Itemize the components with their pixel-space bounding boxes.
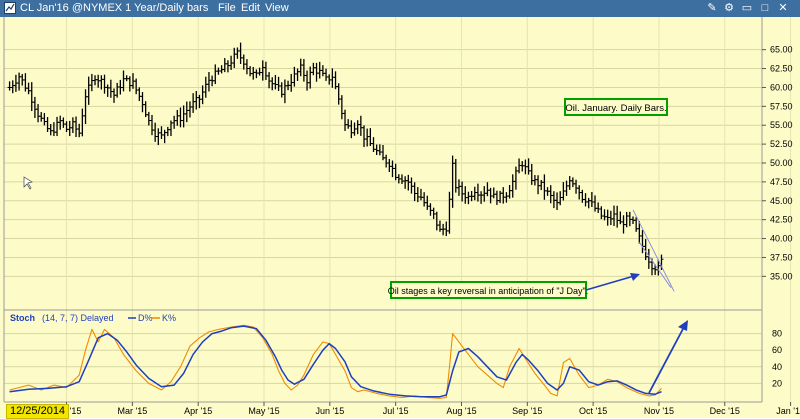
legend-label-d: D% <box>138 313 153 323</box>
stoch-series-k <box>9 324 662 399</box>
ohlc-bars <box>7 42 664 276</box>
price-tick-label: 50.00 <box>770 158 793 168</box>
menu-view[interactable]: View <box>265 2 289 14</box>
stoch-tick-label: 20 <box>772 378 782 388</box>
mouse-cursor-icon <box>23 176 33 190</box>
close-icon[interactable]: ✕ <box>778 2 788 14</box>
annotation-reversal: Oil stages a key reversal in anticipatio… <box>388 286 588 296</box>
stoch-series-d <box>9 325 662 398</box>
app-icon <box>4 2 16 14</box>
stoch-axis: 80 60 40 20 <box>772 329 782 389</box>
stoch-tick-label: 80 <box>772 329 782 339</box>
stoch-tick-label: 40 <box>772 362 782 372</box>
date-tick-label: Mar '15 <box>117 406 147 416</box>
trend-channel <box>632 209 675 292</box>
price-tick-label: 62.50 <box>770 64 793 74</box>
pin-icon[interactable]: ✎ <box>707 2 717 14</box>
price-tick-label: 47.50 <box>770 177 793 187</box>
price-axis: 65.00 62.50 60.00 57.50 55.00 52.50 50.00 47.50… <box>762 45 793 281</box>
stoch-title: Stoch <box>10 313 35 323</box>
maximize-icon[interactable]: □ <box>761 2 769 14</box>
price-tick-label: 42.50 <box>770 215 793 225</box>
legend-label-k: K% <box>162 313 176 323</box>
stoch-lines <box>9 324 662 399</box>
plot-background <box>0 17 800 418</box>
cursor-date-badge: 12/25/2014 <box>6 404 70 419</box>
price-tick-label: 55.00 <box>770 120 793 130</box>
price-tick-label: 52.50 <box>770 139 793 149</box>
menu-file[interactable]: File <box>218 2 236 14</box>
date-tick-label: Aug '15 <box>446 406 476 416</box>
price-tick-label: 35.00 <box>770 271 793 281</box>
reversal-arrow <box>585 275 635 291</box>
chart-area[interactable]: 65.00 62.50 60.00 57.50 55.00 52.50 50.00 47.50… <box>0 17 800 418</box>
date-tick-label: Sep '15 <box>512 406 542 416</box>
price-tick-label: 37.50 <box>770 252 793 262</box>
date-tick-label: Jun '15 <box>315 406 344 416</box>
stoch-grid <box>4 333 762 384</box>
price-grid <box>4 17 792 402</box>
reversal-arrow-head <box>630 273 640 281</box>
stoch-tick-label: 60 <box>772 345 782 355</box>
date-tick-label: May '15 <box>248 406 279 416</box>
channel-line-upper <box>632 209 675 292</box>
date-tick-label: Apr '15 <box>184 406 212 416</box>
stoch-params: (14, 7, 7) Delayed <box>42 313 114 323</box>
stoch-legend: Stoch (14, 7, 7) Delayed D% K% <box>10 313 176 323</box>
window-title: CL Jan'16 @NYMEX 1 Year/Daily bars <box>20 2 209 14</box>
settings-icon[interactable]: ⚙ <box>724 2 734 14</box>
restore-icon[interactable]: ▭ <box>741 2 753 14</box>
annotation-box-january <box>564 98 668 116</box>
title-bar[interactable]: CL Jan'16 @NYMEX 1 Year/Daily bars File … <box>0 0 800 17</box>
date-tick-label: Jan '16 <box>776 406 800 416</box>
stoch-up-arrow-head <box>678 320 688 331</box>
channel-line-lower <box>638 242 672 288</box>
price-tick-label: 40.00 <box>770 234 793 244</box>
price-tick-label: 60.00 <box>770 82 793 92</box>
date-tick-label: Oct '15 <box>579 406 607 416</box>
date-tick-label: Jul '15 <box>383 406 409 416</box>
menu-edit[interactable]: Edit <box>241 2 260 14</box>
price-tick-label: 45.00 <box>770 196 793 206</box>
date-tick-label: Dec '15 <box>710 406 740 416</box>
price-tick-label: 57.50 <box>770 101 793 111</box>
price-tick-label: 65.00 <box>770 45 793 55</box>
date-tick-label: Nov '15 <box>644 406 674 416</box>
annotation-january: Oil. January. Daily Bars. <box>565 103 666 114</box>
stoch-up-arrow <box>648 326 685 394</box>
